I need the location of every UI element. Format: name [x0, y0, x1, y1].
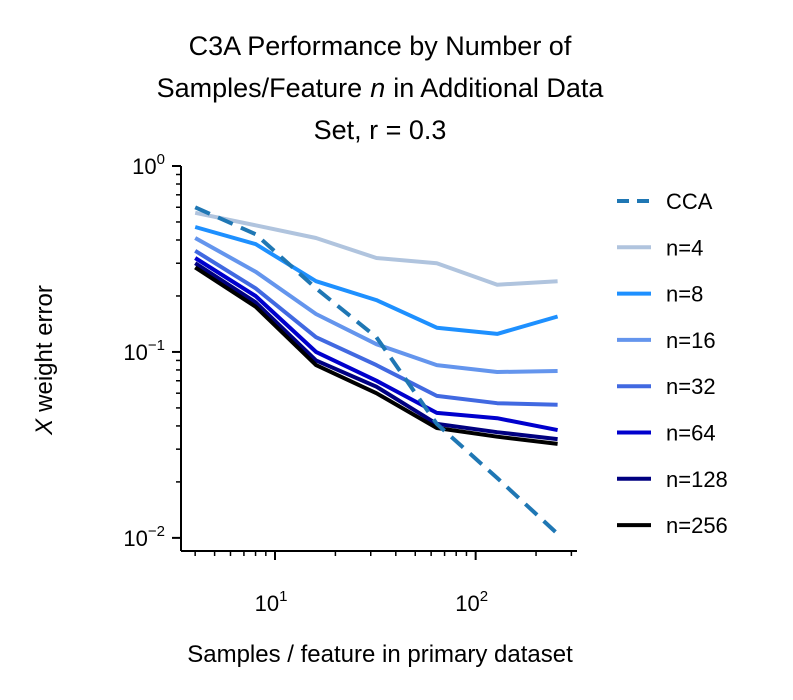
legend-label-n-16: n=16 [666, 328, 716, 353]
legend-label-n-4: n=4 [666, 235, 703, 260]
series-line-cca [194, 205, 559, 536]
ticks: 101 102 100 10−1 10−2 [123, 151, 573, 616]
y-tick-label: 10−1 [123, 337, 165, 365]
y-axis-label: Xweight error [31, 285, 58, 436]
series-line-n-64 [194, 256, 558, 433]
x-tick-label: 101 [255, 588, 288, 616]
x-tick-label: 102 [455, 588, 488, 616]
chart-title-line-3: Set, r = 0.3 [314, 115, 447, 145]
series-line-n-8 [194, 225, 559, 336]
y-axis-label-text: weight error [31, 285, 58, 413]
legend-label-n-256: n=256 [666, 513, 728, 538]
series-line-n-128 [194, 261, 558, 442]
series-line-n-16 [194, 236, 558, 374]
chart-title-n: n [370, 73, 385, 103]
series-line-n-256 [194, 265, 558, 446]
legend-label-n-128: n=128 [666, 467, 728, 492]
y-axis-label-var: X [31, 418, 58, 436]
chart-title-line-2b: in Additional Data [393, 73, 604, 103]
series-line-n-32 [194, 249, 558, 407]
legend: CCA n=4 n=8 n=16 n=32 n=64 n=128 n=256 [617, 189, 728, 538]
legend-label-n-64: n=64 [666, 421, 716, 446]
legend-label-cca: CCA [666, 189, 713, 214]
series-line-n-4 [194, 210, 558, 287]
x-axis-label: Samples / feature in primary dataset [187, 641, 573, 668]
chart-title-line-1: C3A Performance by Number of [189, 31, 572, 61]
legend-label-n-32: n=32 [666, 374, 716, 399]
chart-title-line-2: Samples/Feature n in Additional Data [157, 73, 605, 103]
series-group [194, 205, 559, 536]
y-tick-label: 10−2 [123, 523, 165, 551]
y-tick-label: 100 [132, 151, 165, 179]
chart-title-line-2a: Samples/Feature [157, 73, 363, 103]
legend-label-n-8: n=8 [666, 282, 703, 307]
